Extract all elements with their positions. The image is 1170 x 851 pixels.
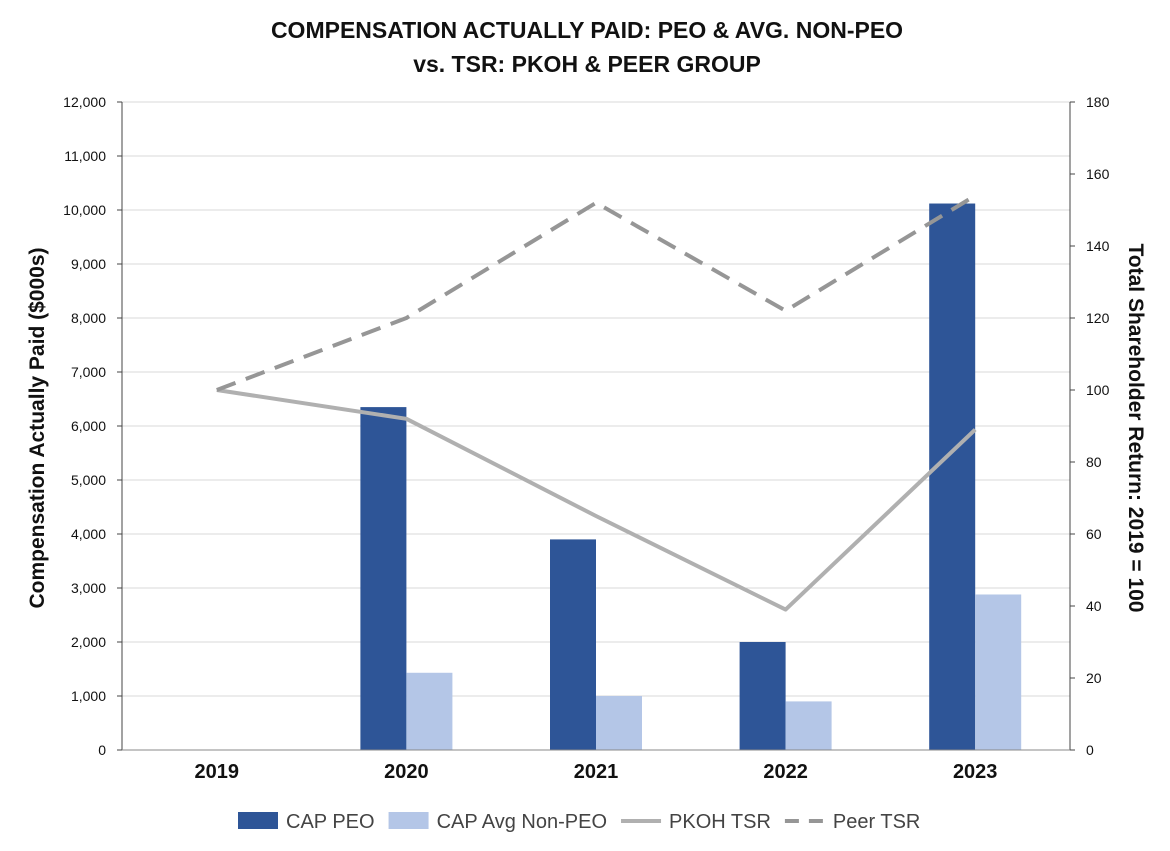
axes: 0 1,000 2,000 3,000 4,000 5,000 6,000 7,000 8,00… <box>63 94 1109 783</box>
x-tick-label: 2020 <box>384 761 429 783</box>
y-right-tick-label: 20 <box>1086 670 1102 686</box>
y-right-tick-label: 40 <box>1086 598 1102 614</box>
y-left-tick-label: 8,000 <box>71 310 106 326</box>
y-left-tick-label: 6,000 <box>71 418 106 434</box>
legend-swatch <box>388 812 429 829</box>
y-left-tick-label: 12,000 <box>63 94 106 110</box>
gridlines <box>122 101 1070 697</box>
legend: CAP PEO CAP Avg Non-PEO PKOH TSR Peer TSR <box>238 811 920 833</box>
legend-label: CAP PEO <box>286 811 375 833</box>
y-axis-left-label: Compensation Actually Paid ($000s) <box>26 248 49 609</box>
y-left-tick-label: 10,000 <box>63 202 106 218</box>
bar-cap-avg-non-peo <box>975 594 1022 750</box>
y-right-tick-label: 100 <box>1086 382 1110 398</box>
bar-cap-avg-non-peo <box>406 672 453 750</box>
chart-title-line-1: COMPENSATION ACTUALLY PAID: PEO & AVG. N… <box>271 17 903 43</box>
y-left-tick-label: 11,000 <box>64 148 106 164</box>
bar-cap-avg-non-peo <box>785 701 832 750</box>
line-peer-tsr <box>216 193 977 392</box>
y-right-tick-label: 80 <box>1086 454 1102 470</box>
y-right-tick-label: 60 <box>1086 526 1102 542</box>
y-right-tick-label: 140 <box>1086 238 1110 254</box>
x-tick-label: 2019 <box>195 761 240 783</box>
x-tick-label: 2023 <box>953 761 998 783</box>
bar-cap-peo <box>550 539 596 750</box>
y-left-tick-label: 5,000 <box>71 472 106 488</box>
bar-cap-peo <box>360 407 407 750</box>
y-left-tick-label: 2,000 <box>71 634 106 650</box>
y-axis-right-label: Total Shareholder Return: 2019 = 100 <box>1124 244 1147 613</box>
bar-cap-peo <box>929 203 976 750</box>
chart-title-line-2: vs. TSR: PKOH & PEER GROUP <box>413 51 761 77</box>
x-tick-label: 2021 <box>574 761 619 783</box>
line-pkoh-tsr <box>216 388 977 612</box>
legend-label: CAP Avg Non-PEO <box>437 811 607 833</box>
y-right-tick-label: 120 <box>1086 310 1110 326</box>
y-left-tick-label: 3,000 <box>71 580 106 596</box>
x-tick-label: 2022 <box>763 761 808 783</box>
y-left-tick-label: 4,000 <box>71 526 106 542</box>
legend-label: Peer TSR <box>833 811 920 833</box>
legend-swatch <box>238 812 278 829</box>
bar-cap-avg-non-peo <box>596 696 642 750</box>
bar-cap-peo <box>739 642 786 750</box>
y-right-tick-label: 0 <box>1086 742 1094 758</box>
y-left-tick-label: 1,000 <box>71 688 106 704</box>
y-left-tick-label: 7,000 <box>71 364 106 380</box>
y-right-tick-label: 160 <box>1086 166 1110 182</box>
y-left-tick-label: 0 <box>98 742 106 758</box>
y-left-tick-label: 9,000 <box>71 256 106 272</box>
legend-label: PKOH TSR <box>669 811 771 833</box>
bars <box>360 203 1022 750</box>
y-right-tick-label: 180 <box>1086 94 1110 110</box>
tsr-lines <box>216 193 977 612</box>
